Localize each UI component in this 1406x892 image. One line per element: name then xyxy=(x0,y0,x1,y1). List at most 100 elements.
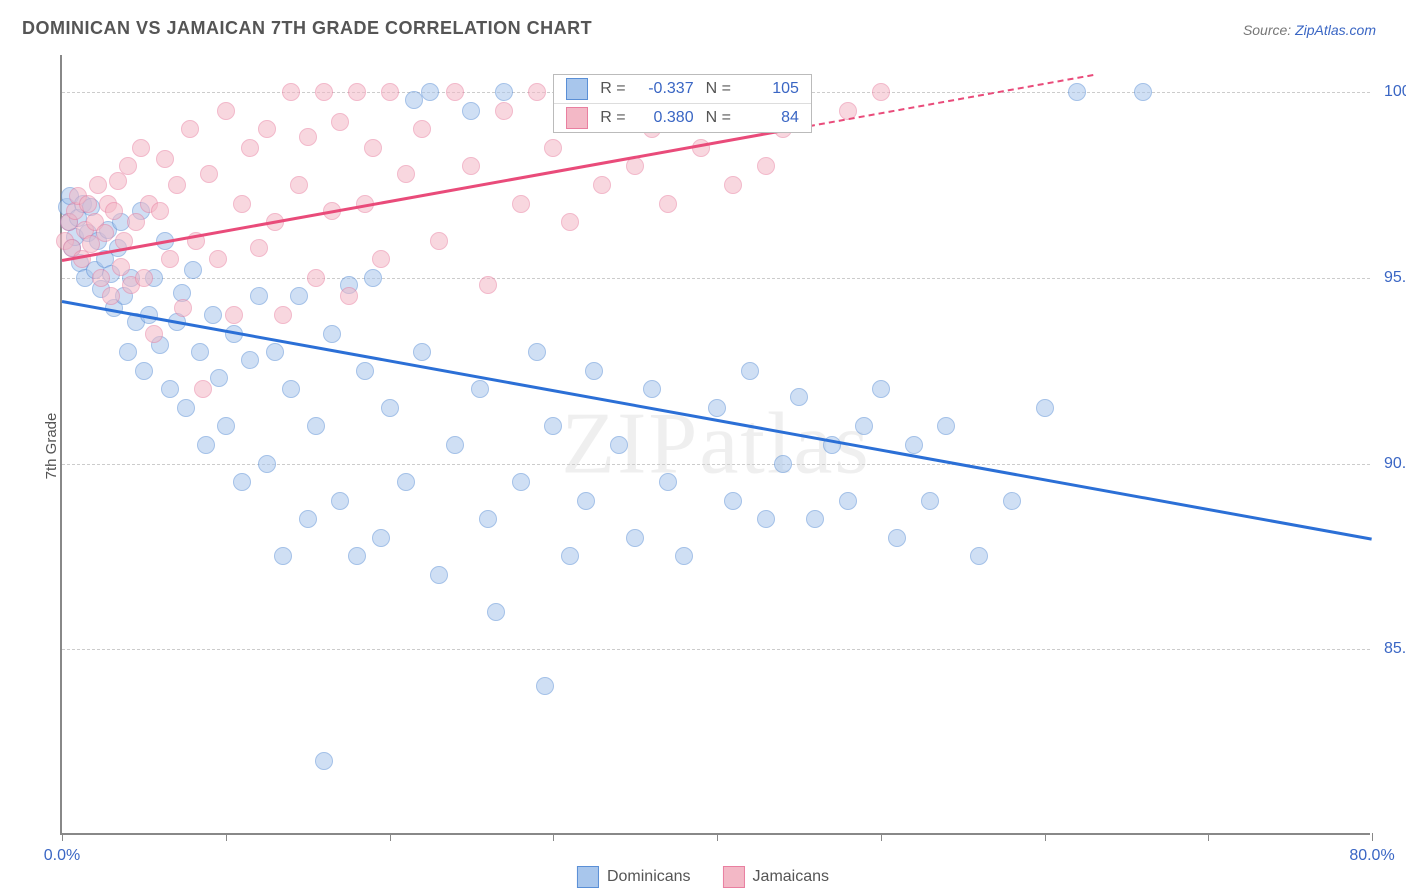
data-point xyxy=(135,269,153,287)
data-point xyxy=(315,752,333,770)
data-point xyxy=(626,529,644,547)
data-point xyxy=(290,176,308,194)
data-point xyxy=(299,128,317,146)
data-point xyxy=(643,380,661,398)
data-point xyxy=(872,83,890,101)
data-point xyxy=(757,510,775,528)
data-point xyxy=(241,351,259,369)
legend-item-jamaicans: Jamaicans xyxy=(723,866,829,888)
data-point xyxy=(299,510,317,528)
data-point xyxy=(512,473,530,491)
xtick-label: 80.0% xyxy=(1349,847,1394,865)
data-point xyxy=(659,473,677,491)
data-point xyxy=(544,417,562,435)
correlation-legend-row: R =0.380N =84 xyxy=(554,103,811,132)
data-point xyxy=(105,202,123,220)
data-point xyxy=(290,287,308,305)
data-point xyxy=(774,455,792,473)
data-point xyxy=(364,139,382,157)
data-point xyxy=(970,547,988,565)
data-point xyxy=(204,306,222,324)
trend-line-extrapolated xyxy=(799,74,1094,129)
data-point xyxy=(364,269,382,287)
data-point xyxy=(217,102,235,120)
r-label: R = xyxy=(600,109,625,127)
data-point xyxy=(446,83,464,101)
data-point xyxy=(119,157,137,175)
data-point xyxy=(79,195,97,213)
data-point xyxy=(430,566,448,584)
data-point xyxy=(274,547,292,565)
data-point xyxy=(544,139,562,157)
data-point xyxy=(372,529,390,547)
data-point xyxy=(593,176,611,194)
data-point xyxy=(430,232,448,250)
legend-label: Dominicans xyxy=(607,868,691,886)
data-point xyxy=(528,343,546,361)
data-point xyxy=(1003,492,1021,510)
data-point xyxy=(937,417,955,435)
data-point xyxy=(168,176,186,194)
data-point xyxy=(372,250,390,268)
data-point xyxy=(197,436,215,454)
data-point xyxy=(724,492,742,510)
data-point xyxy=(161,250,179,268)
data-point xyxy=(241,139,259,157)
correlation-legend-row: R =-0.337N =105 xyxy=(554,75,811,103)
source-attribution: Source: ZipAtlas.com xyxy=(1243,22,1376,38)
data-point xyxy=(708,399,726,417)
ytick-label: 95.0% xyxy=(1376,269,1406,287)
data-point xyxy=(119,343,137,361)
xtick xyxy=(226,833,227,841)
data-point xyxy=(274,306,292,324)
gridline-h xyxy=(62,649,1370,650)
data-point xyxy=(659,195,677,213)
data-point xyxy=(89,176,107,194)
xtick xyxy=(717,833,718,841)
n-label: N = xyxy=(706,109,731,127)
data-point xyxy=(512,195,530,213)
data-point xyxy=(381,83,399,101)
data-point xyxy=(487,603,505,621)
data-point xyxy=(331,492,349,510)
xtick-label: 0.0% xyxy=(44,847,80,865)
data-point xyxy=(413,120,431,138)
chart-container: DOMINICAN VS JAMAICAN 7TH GRADE CORRELAT… xyxy=(0,0,1406,892)
correlation-legend: R =-0.337N =105R =0.380N =84 xyxy=(553,74,812,133)
data-point xyxy=(307,417,325,435)
y-axis-label: 7th Grade xyxy=(43,413,60,480)
xtick xyxy=(881,833,882,841)
data-point xyxy=(872,380,890,398)
data-point xyxy=(151,202,169,220)
data-point xyxy=(331,113,349,131)
ytick-label: 90.0% xyxy=(1376,455,1406,473)
data-point xyxy=(112,258,130,276)
data-point xyxy=(191,343,209,361)
xtick xyxy=(1045,833,1046,841)
data-point xyxy=(194,380,212,398)
trend-line xyxy=(62,300,1373,541)
data-point xyxy=(585,362,603,380)
data-point xyxy=(92,269,110,287)
xtick xyxy=(1372,833,1373,841)
data-point xyxy=(397,473,415,491)
data-point xyxy=(855,417,873,435)
data-point xyxy=(217,417,235,435)
data-point xyxy=(225,306,243,324)
legend-bottom: Dominicans Jamaicans xyxy=(577,866,829,888)
source-label: Source: xyxy=(1243,22,1295,38)
data-point xyxy=(790,388,808,406)
data-point xyxy=(626,157,644,175)
data-point xyxy=(1036,399,1054,417)
data-point xyxy=(536,677,554,695)
data-point xyxy=(282,83,300,101)
data-point xyxy=(905,436,923,454)
data-point xyxy=(356,362,374,380)
data-point xyxy=(177,399,195,417)
n-value: 84 xyxy=(739,109,799,127)
data-point xyxy=(495,102,513,120)
n-value: 105 xyxy=(739,80,799,98)
plot-area: ZIPatlas 85.0%90.0%95.0%100.0%0.0%80.0%R… xyxy=(60,55,1370,835)
xtick xyxy=(553,833,554,841)
data-point xyxy=(348,547,366,565)
